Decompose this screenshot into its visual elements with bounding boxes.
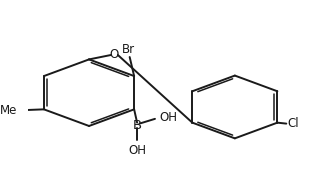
Text: O: O [110,48,119,61]
Text: Br: Br [122,43,135,56]
Text: OH: OH [128,144,146,157]
Text: B: B [132,119,142,132]
Text: Cl: Cl [287,117,299,130]
Text: Me: Me [0,104,17,117]
Text: OH: OH [160,111,178,124]
